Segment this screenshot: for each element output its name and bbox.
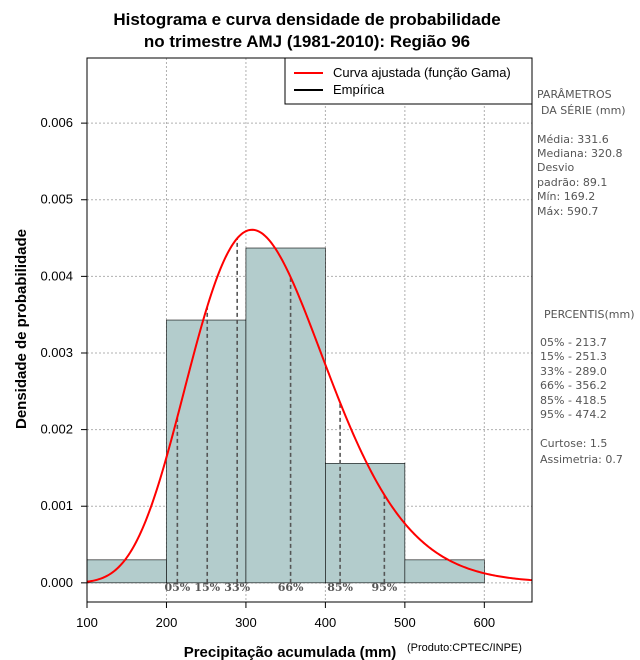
percentile-label: 33% — [224, 581, 250, 594]
percentile-label: 85% — [327, 581, 353, 594]
percentile-label: 95% — [371, 581, 397, 594]
chart-title-line1: Histograma e curva densidade de probabil… — [113, 10, 500, 29]
y-tick-label: 0.000 — [40, 575, 73, 590]
percentil-line: 95% - 474.2 — [540, 408, 607, 421]
stats-header-1: PARÂMETROS — [537, 88, 612, 101]
y-tick-label: 0.001 — [40, 498, 73, 513]
x-tick-label: 300 — [235, 615, 257, 630]
y-tick-label: 0.006 — [40, 115, 73, 130]
x-tick-label: 200 — [156, 615, 178, 630]
y-tick-label: 0.002 — [40, 422, 73, 437]
stats-line: Desvio — [537, 161, 575, 174]
percentile-label: 15% — [194, 581, 220, 594]
histogram-bar — [325, 463, 406, 584]
stats-header-2: DA SÉRIE (mm) — [541, 104, 626, 117]
stats-line: Mín: 169.2 — [537, 190, 595, 203]
y-axis: 0.000 0.001 0.002 0.003 0.004 0.005 0.006 — [40, 115, 87, 590]
histogram-bars — [86, 247, 485, 584]
stats-line: padrão: 89.1 — [537, 176, 607, 189]
percentil-line: 85% - 418.5 — [540, 394, 607, 407]
x-axis: 100 200 300 400 500 600 — [76, 602, 495, 630]
x-tick-label: 600 — [473, 615, 495, 630]
percentis-header: PERCENTIS(mm) — [544, 308, 635, 321]
product-credit: (Produto:CPTEC/INPE) — [407, 642, 522, 654]
percentile-lines — [176, 238, 386, 583]
legend-label-empirical: Empírica — [333, 82, 385, 97]
gamma-curve-group — [86, 228, 533, 583]
percentil-line: 66% - 356.2 — [540, 379, 607, 392]
legend-box — [284, 57, 533, 105]
y-tick-label: 0.004 — [40, 268, 73, 283]
percentile-labels: 05% 15% 33% 66% 85% 95% — [164, 581, 397, 594]
x-tick-label: 500 — [394, 615, 416, 630]
x-tick-label: 400 — [315, 615, 337, 630]
legend-label-curve: Curva ajustada (função Gama) — [333, 65, 511, 80]
histogram-bar — [245, 247, 326, 584]
series-stats-panel: PARÂMETROS DA SÉRIE (mm) Média: 331.6 Me… — [537, 88, 635, 466]
y-tick-label: 0.003 — [40, 345, 73, 360]
y-axis-label: Densidade de probabilidade — [13, 229, 30, 429]
stats-line: Máx: 590.7 — [537, 205, 598, 218]
percentil-line: 05% - 213.7 — [540, 336, 607, 349]
percentil-line: 15% - 251.3 — [540, 350, 607, 363]
stats-line: Média: 331.6 — [537, 133, 609, 146]
percentil-line: 33% - 289.0 — [540, 365, 607, 378]
percentile-label: 05% — [164, 581, 190, 594]
y-tick-label: 0.005 — [40, 192, 73, 207]
x-axis-label: Precipitação acumulada (mm) — [184, 644, 397, 660]
histogram-bar — [404, 559, 485, 584]
kurtosis-line: Curtose: 1.5 — [540, 437, 607, 450]
percentile-label: 66% — [278, 581, 304, 594]
skewness-line: Assimetria: 0.7 — [540, 453, 623, 466]
chart-title-line2: no trimestre AMJ (1981-2010): Região 96 — [144, 32, 470, 51]
stats-line: Mediana: 320.8 — [537, 147, 622, 160]
histogram-bar — [166, 319, 247, 584]
legend: Curva ajustada (função Gama) Empírica — [284, 57, 533, 105]
x-tick-label: 100 — [76, 615, 98, 630]
gamma-curve — [86, 228, 533, 583]
